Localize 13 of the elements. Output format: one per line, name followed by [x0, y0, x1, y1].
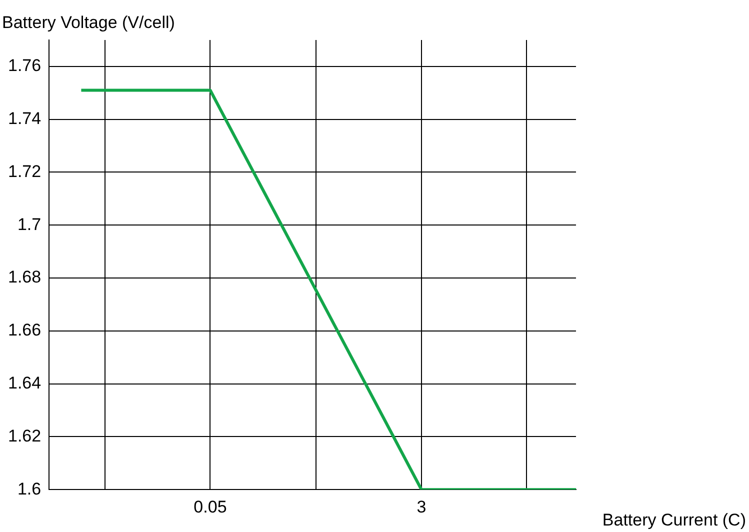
x-tick-label: 3	[416, 497, 426, 516]
y-tick-label: 1.6	[17, 479, 42, 498]
y-tick-label: 1.72	[8, 162, 42, 181]
x-tick-label: 0.05	[194, 497, 227, 516]
y-tick-label: 1.64	[8, 374, 42, 392]
y-tick-label: 1.62	[8, 426, 42, 446]
x-axis-title: Battery Current (C)	[602, 510, 746, 530]
y-tick-label: 1.7	[17, 214, 42, 234]
y-tick-label: 1.68	[8, 268, 42, 287]
y-tick-label: 1.76	[8, 56, 42, 76]
y-tick-label: 1.74	[8, 109, 42, 128]
y-tick-label: 1.66	[8, 320, 42, 340]
y-axis-title: Battery Voltage (V/cell)	[2, 13, 175, 32]
